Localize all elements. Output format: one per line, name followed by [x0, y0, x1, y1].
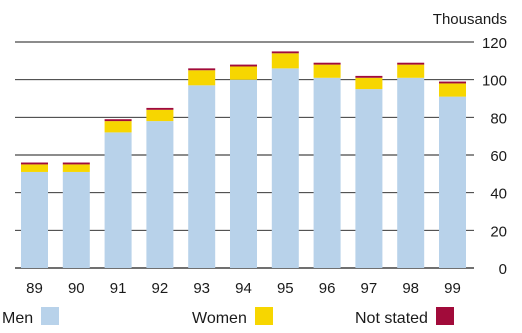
bar-segment-men	[271, 68, 299, 268]
bar-segment-women	[188, 70, 216, 86]
x-tick-label: 92	[152, 280, 169, 297]
legend-label-women: Women	[192, 310, 247, 327]
bar-segment-women	[146, 109, 174, 122]
bar-segment-men	[355, 89, 383, 268]
bar-segment-women	[21, 164, 48, 172]
bar-segment-men	[188, 85, 216, 268]
x-tick-label: 89	[26, 280, 43, 297]
legend-item-men: Men	[2, 307, 60, 330]
bar-segment-women	[104, 121, 132, 133]
unit-label: Thousands	[433, 11, 507, 28]
x-tick-label: 96	[319, 280, 336, 297]
bar-segment-not-stated	[146, 107, 174, 110]
bar-segment-not-stated	[230, 64, 257, 67]
bar-segment-women	[62, 164, 90, 172]
bar-segment-women	[355, 77, 383, 90]
bar-segment-not-stated	[313, 62, 341, 65]
bars	[21, 51, 466, 269]
bar-segment-women	[439, 83, 466, 97]
bar-segment-men	[439, 96, 466, 268]
legend-item-women: Women	[192, 307, 273, 330]
x-tick-label: 99	[444, 280, 461, 297]
bar-segment-women	[271, 53, 299, 69]
bar-segment-not-stated	[62, 162, 90, 165]
y-tick-label: 60	[490, 148, 507, 165]
y-tick-label: 40	[490, 186, 507, 203]
y-tick-label: 0	[499, 261, 507, 278]
bar-segment-men	[104, 132, 132, 268]
x-axis-ticks: 89 90 91 92 93 94 95 96 97 98 99	[26, 280, 461, 297]
x-tick-label: 90	[68, 280, 85, 297]
legend-swatch-men	[41, 307, 60, 325]
bar-segment-not-stated	[188, 68, 216, 71]
legend-swatch-women	[254, 307, 273, 325]
x-tick-label: 97	[361, 280, 378, 297]
y-tick-label: 20	[490, 223, 507, 240]
bar-segment-women	[313, 64, 341, 78]
bar-segment-men	[21, 171, 48, 268]
bar-segment-women	[397, 64, 425, 78]
y-tick-label: 120	[482, 35, 507, 52]
bar-segment-not-stated	[397, 62, 425, 65]
bar-segment-not-stated	[355, 75, 383, 78]
legend-label-not-stated: Not stated	[355, 310, 428, 327]
x-tick-label: 98	[402, 280, 419, 297]
bar-segment-men	[146, 121, 174, 268]
bar-segment-not-stated	[439, 81, 466, 84]
bar-segment-men	[62, 171, 90, 268]
bar-segment-women	[230, 66, 257, 80]
bar-segment-not-stated	[21, 162, 48, 165]
legend-swatch-not-stated	[435, 307, 454, 325]
x-tick-label: 95	[277, 280, 294, 297]
bar-segment-men	[397, 77, 425, 269]
y-axis-ticks: 0 20 40 60 80 100 120	[482, 35, 507, 278]
x-tick-label: 91	[110, 280, 127, 297]
legend-label-men: Men	[2, 310, 34, 327]
y-tick-label: 100	[482, 73, 507, 90]
bar-segment-men	[313, 77, 341, 269]
bar-segment-men	[230, 79, 257, 269]
bar-segment-not-stated	[104, 119, 132, 122]
x-tick-label: 93	[193, 280, 210, 297]
y-tick-label: 80	[490, 110, 507, 127]
legend-item-not-stated: Not stated	[355, 307, 454, 330]
bar-segment-not-stated	[271, 51, 299, 54]
x-tick-label: 94	[235, 280, 252, 297]
